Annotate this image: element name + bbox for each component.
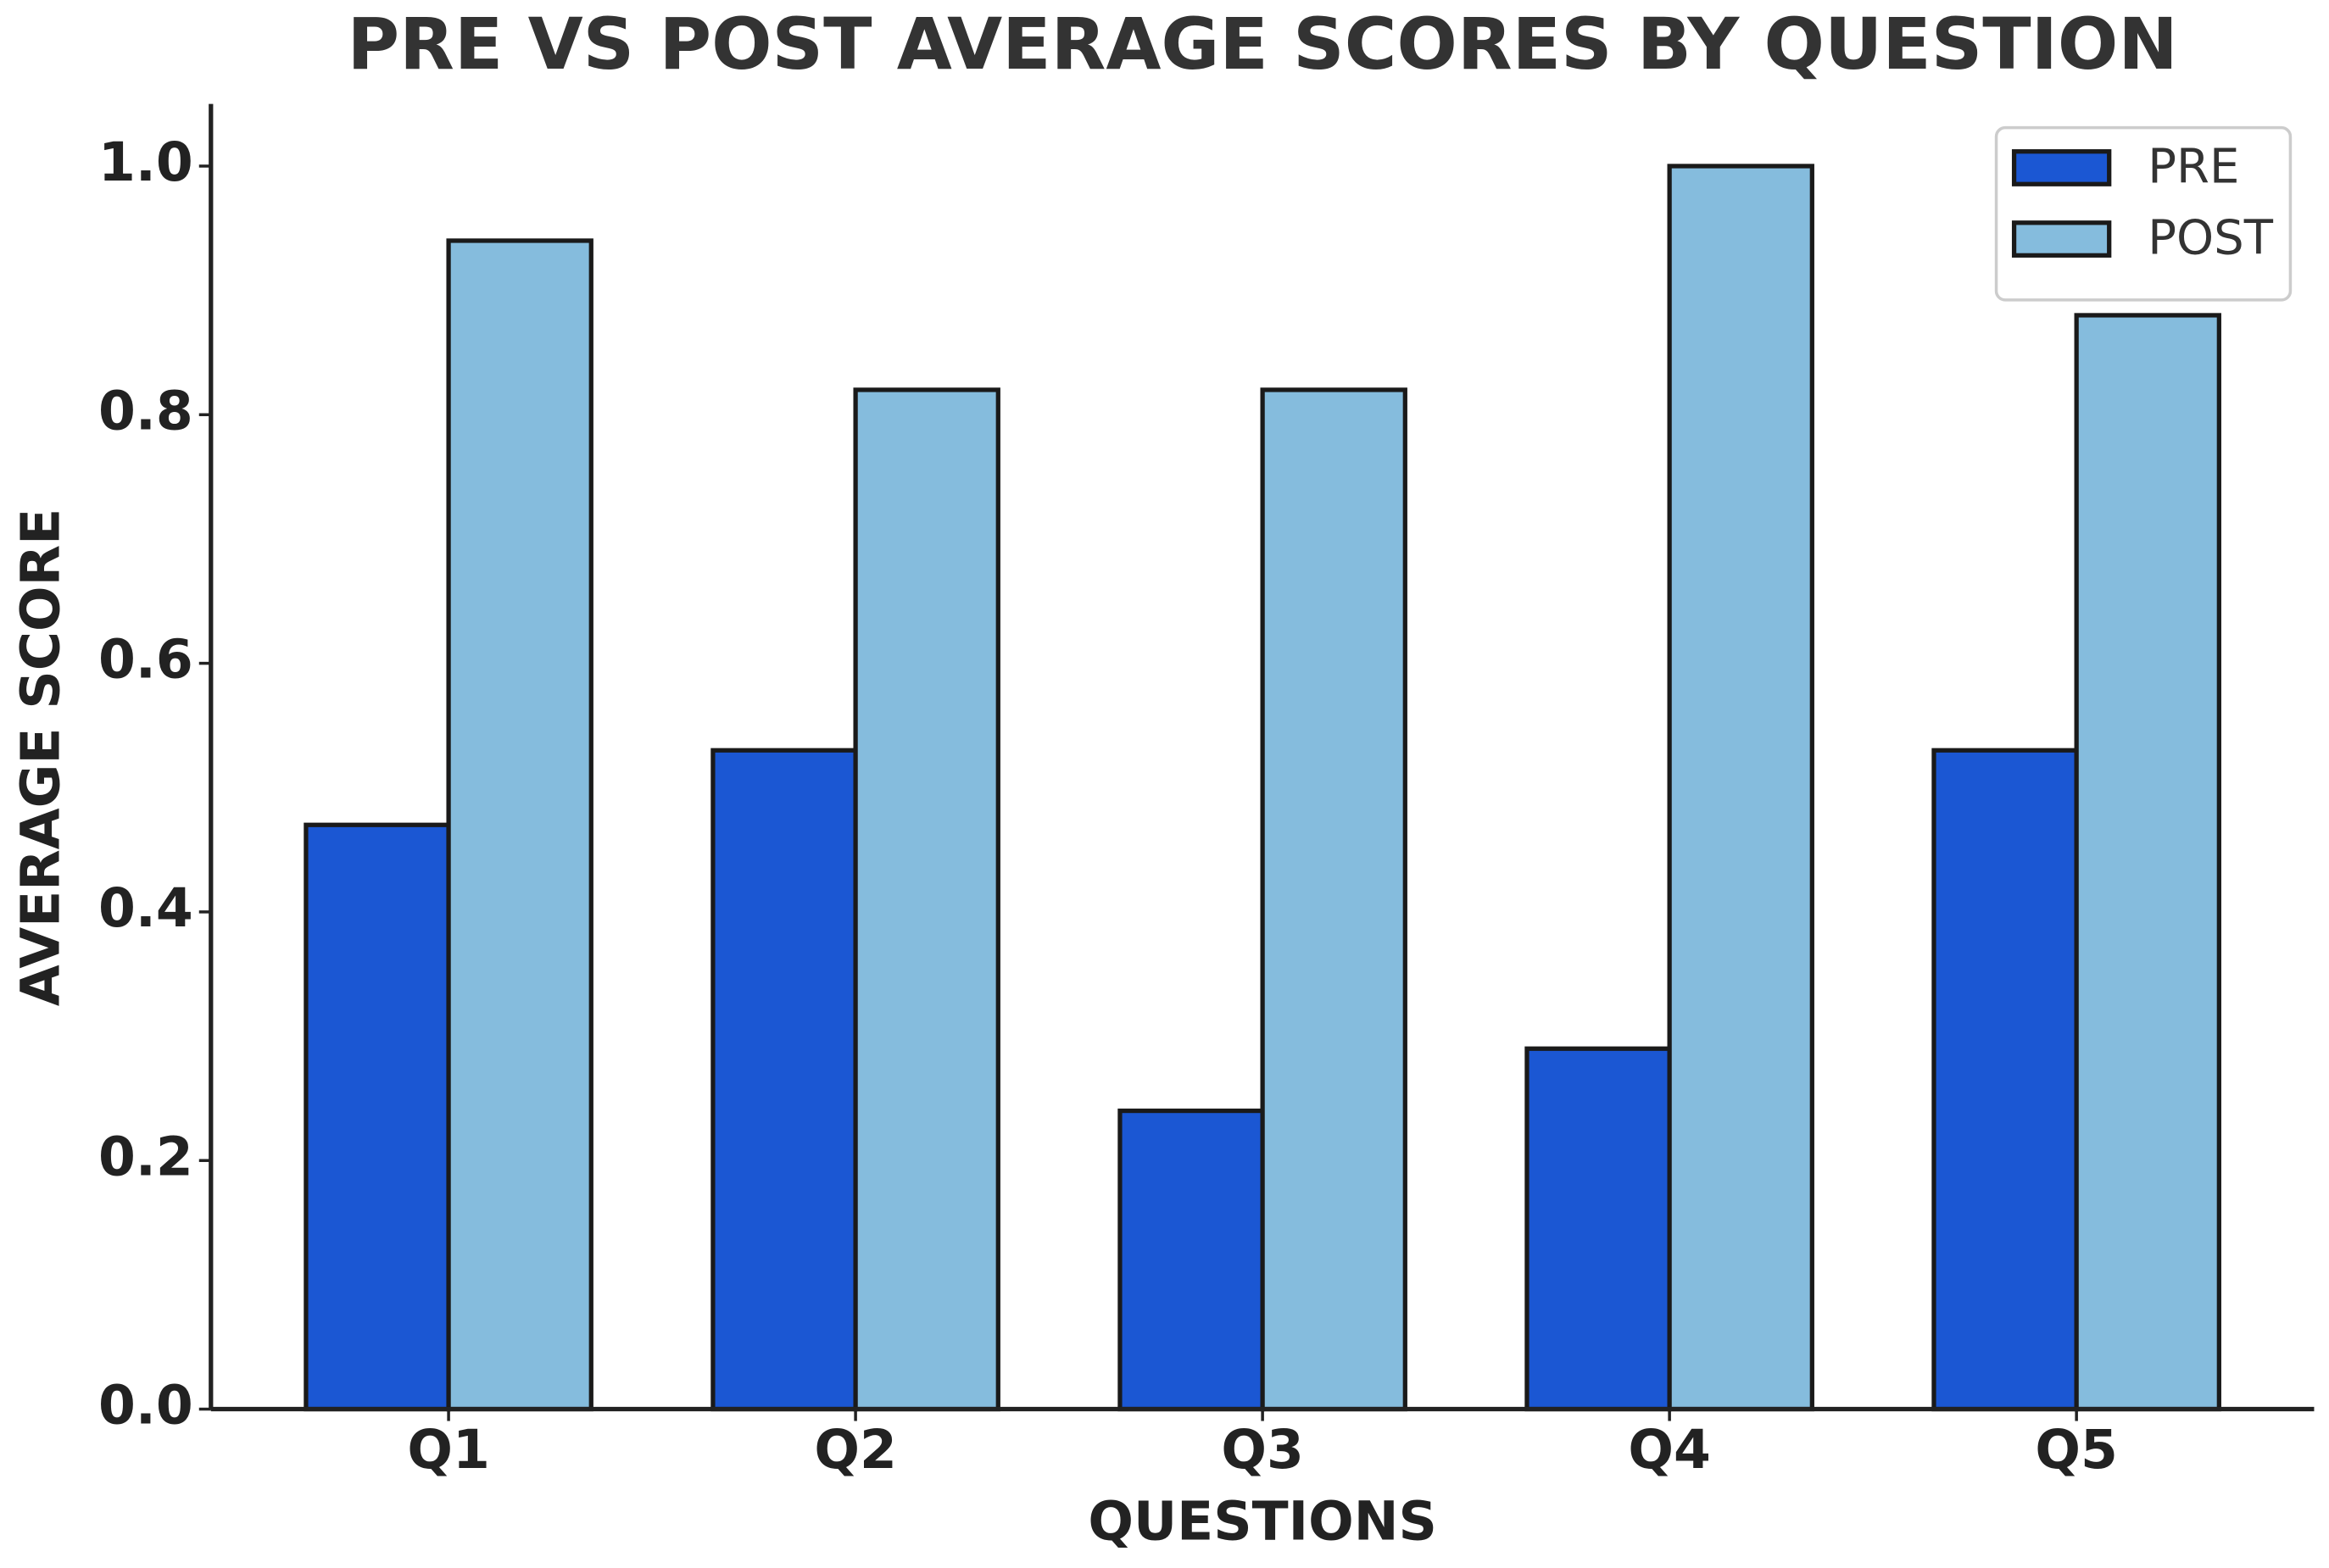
bar: [710, 748, 858, 1412]
legend-label: POST: [2148, 210, 2273, 265]
bar: [304, 822, 451, 1412]
y-tick-label: 0.6: [98, 628, 193, 691]
legend-swatch: [2011, 149, 2112, 186]
y-tick-label: 0.8: [98, 379, 193, 442]
bar: [2074, 313, 2221, 1412]
bar: [853, 387, 1000, 1412]
y-tick-label: 0.0: [98, 1374, 193, 1437]
x-tick-label: Q5: [2035, 1418, 2117, 1481]
bar: [1931, 748, 2079, 1412]
x-axis-label: QUESTIONS: [1088, 1489, 1437, 1552]
legend-label: PRE: [2148, 139, 2239, 194]
x-tick-label: Q3: [1221, 1418, 1303, 1481]
x-tick-label: Q2: [814, 1418, 896, 1481]
x-tick-label: Q4: [1628, 1418, 1710, 1481]
x-tick-label: Q1: [407, 1418, 489, 1481]
chart-title: PRE VS POST AVERAGE SCORES BY QUESTION: [348, 3, 2178, 86]
y-tick-label: 0.4: [98, 876, 193, 939]
y-axis-label: AVERAGE SCORE: [9, 509, 72, 1006]
bar: [1667, 164, 1814, 1412]
bar: [446, 238, 593, 1412]
y-tick-label: 0.2: [98, 1125, 193, 1187]
bar: [1524, 1046, 1672, 1412]
bar: [1117, 1108, 1265, 1412]
bar: [1260, 387, 1407, 1412]
y-tick-label: 1.0: [98, 131, 193, 193]
legend-swatch: [2011, 220, 2112, 258]
